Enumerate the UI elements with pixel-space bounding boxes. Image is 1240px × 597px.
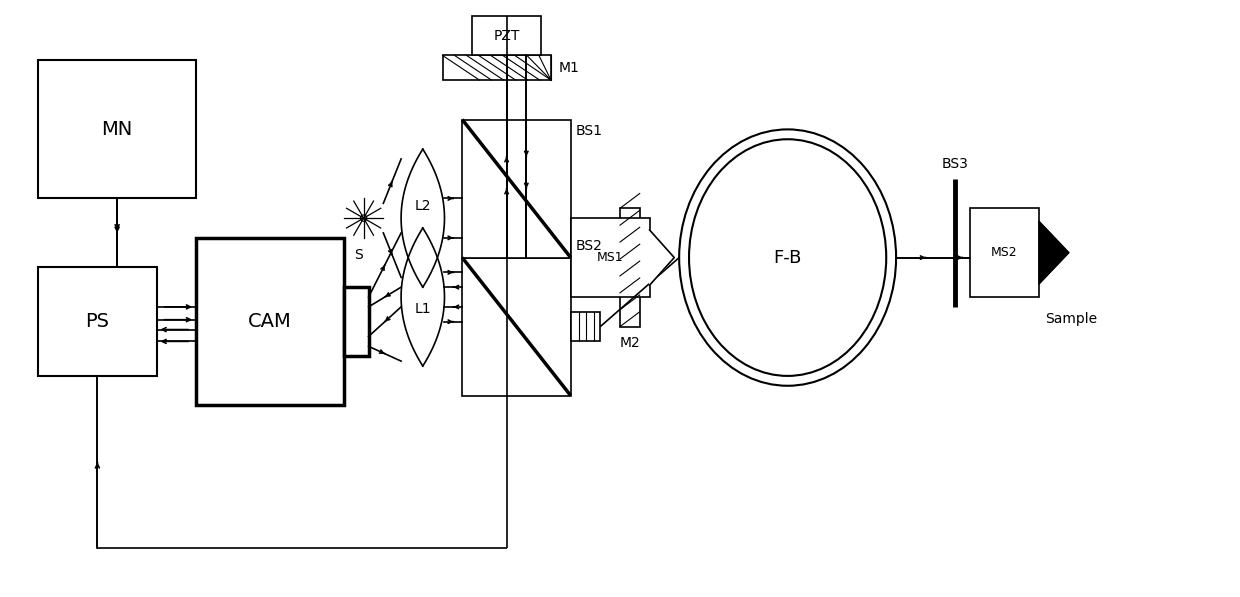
Text: CAM: CAM	[248, 312, 291, 331]
Bar	[38, 60, 196, 198]
Bar	[620, 208, 640, 327]
Text: L2: L2	[414, 199, 432, 213]
Text: MN: MN	[102, 120, 133, 139]
Text: S: S	[355, 248, 363, 261]
Bar	[970, 208, 1039, 297]
Text: BS1: BS1	[575, 124, 603, 139]
Bar	[472, 16, 541, 56]
Text: F-B: F-B	[774, 248, 802, 267]
Text: BS3: BS3	[942, 157, 968, 171]
Polygon shape	[650, 230, 675, 285]
Text: PZT: PZT	[494, 29, 520, 43]
Bar	[343, 287, 368, 356]
Bar	[443, 56, 551, 80]
Bar	[570, 218, 650, 297]
Text: BS2: BS2	[575, 239, 603, 253]
Text: Sample: Sample	[1045, 312, 1097, 326]
Bar	[463, 257, 570, 396]
Bar	[570, 312, 600, 341]
Polygon shape	[1039, 221, 1069, 284]
Bar	[196, 238, 343, 405]
Text: MS2: MS2	[991, 246, 1018, 259]
Text: L1: L1	[414, 302, 432, 316]
Bar	[463, 119, 570, 257]
Text: M2: M2	[620, 337, 640, 350]
Text: MS1: MS1	[596, 251, 624, 264]
Text: M1: M1	[559, 61, 580, 75]
Text: PS: PS	[86, 312, 109, 331]
Bar	[38, 267, 156, 376]
